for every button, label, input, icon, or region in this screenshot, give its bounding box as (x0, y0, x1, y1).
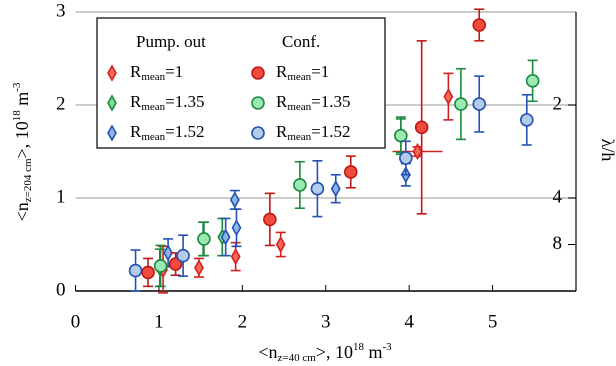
y2-label: λ/h (598, 139, 616, 162)
label-part: -3 (382, 341, 392, 353)
label-part: 18 (11, 110, 23, 122)
point (251, 96, 265, 110)
x-tick-label: 3 (321, 311, 331, 332)
point (330, 180, 341, 198)
point (414, 120, 429, 135)
point (394, 128, 408, 143)
point (251, 126, 265, 140)
point (412, 142, 423, 161)
point (141, 265, 155, 280)
legend-part: mean (287, 131, 311, 143)
point (230, 247, 241, 266)
label-part: m (364, 342, 383, 362)
point (107, 64, 117, 82)
y2-tick-label: 8 (553, 233, 563, 254)
point (197, 232, 211, 246)
legend-part: =1 (165, 62, 183, 81)
point (263, 212, 277, 227)
point (229, 191, 240, 209)
legend-item: Rmean=1 (251, 62, 329, 83)
legend-part: mean (141, 131, 165, 143)
legend-part: R (276, 92, 288, 111)
label-part: m (12, 92, 32, 111)
point (128, 263, 143, 278)
legend-part: =1.35 (311, 92, 350, 111)
legend-part: mean (141, 71, 165, 83)
legend-part: mean (287, 71, 311, 83)
y-tick-label: 2 (56, 93, 66, 114)
legend-item: Rmean=1.35 (251, 92, 351, 113)
point (472, 97, 487, 111)
label-part: z=204 cm (22, 158, 34, 202)
x-tick-label: 5 (488, 311, 498, 332)
point (107, 94, 117, 112)
point (472, 18, 487, 32)
y2-tick-label: 4 (553, 186, 563, 207)
y-tick-label: 0 (56, 279, 66, 300)
x-tick-label: 0 (71, 311, 81, 332)
legend-item: Rmean=1.52 (107, 122, 205, 143)
y-tick-label: 3 (56, 0, 66, 21)
legend-part: mean (141, 101, 165, 113)
point (168, 257, 183, 271)
legend-part: =1.35 (165, 92, 204, 111)
legend-part: R (276, 122, 288, 141)
label-part: 18 (353, 341, 365, 353)
point (153, 259, 168, 273)
label-part: <n (258, 342, 277, 362)
legend-part: mean (287, 101, 311, 113)
point (176, 248, 190, 263)
point (310, 181, 325, 196)
legend-part: R (130, 122, 142, 141)
legend-item: Rmean=1.52 (251, 122, 351, 143)
legend-part: =1 (311, 62, 329, 81)
point (343, 165, 358, 179)
point (293, 178, 307, 192)
legend-label: Rmean=1.52 (130, 122, 205, 143)
y-label: <nz=204 cm>, 1018 m-3 (11, 82, 34, 221)
point (399, 151, 413, 165)
legend: Pump. out Conf.Rmean=1Rmean=1.35Rmean=1.5… (96, 17, 386, 149)
legend-label: Rmean=1 (130, 62, 183, 83)
legend-part: =1.52 (311, 122, 350, 141)
y-tick-label: 1 (56, 186, 66, 207)
x-tick-label: 2 (238, 311, 248, 332)
point (251, 66, 265, 80)
legend-part: =1.52 (165, 122, 204, 141)
legend-label: Rmean=1.35 (276, 92, 351, 113)
label-part: >, 10 (12, 121, 32, 158)
point (220, 228, 231, 246)
legend-part: R (130, 62, 142, 81)
point (163, 244, 174, 262)
legend-label: Rmean=1.52 (276, 122, 351, 143)
point (194, 259, 204, 277)
x-tick-label: 4 (404, 311, 414, 332)
legend-item: Rmean=1.35 (107, 92, 205, 113)
legend-group-title: Pump. out (136, 32, 206, 51)
label-part: >, 10 (316, 342, 353, 362)
legend-box (96, 17, 386, 149)
point (231, 219, 242, 237)
point (443, 88, 454, 106)
point (519, 113, 534, 127)
label-part: z=40 cm (278, 352, 317, 364)
legend-part: R (276, 62, 288, 81)
legend-label: Rmean=1.35 (130, 92, 205, 113)
y2-tick-label: 2 (553, 93, 563, 114)
point (454, 97, 468, 111)
legend-label: Rmean=1 (276, 62, 329, 83)
point (525, 74, 540, 88)
legend-part: R (130, 92, 142, 111)
legend-group-title: Conf. (282, 32, 320, 51)
label-part: <n (12, 202, 32, 221)
point (275, 235, 286, 254)
legend-item: Rmean=1 (107, 62, 183, 83)
x-tick-label: 1 (154, 311, 164, 332)
x-label: <nz=40 cm>, 1018 m-3 (258, 341, 392, 364)
label-part: -3 (11, 82, 23, 92)
point (107, 124, 117, 142)
